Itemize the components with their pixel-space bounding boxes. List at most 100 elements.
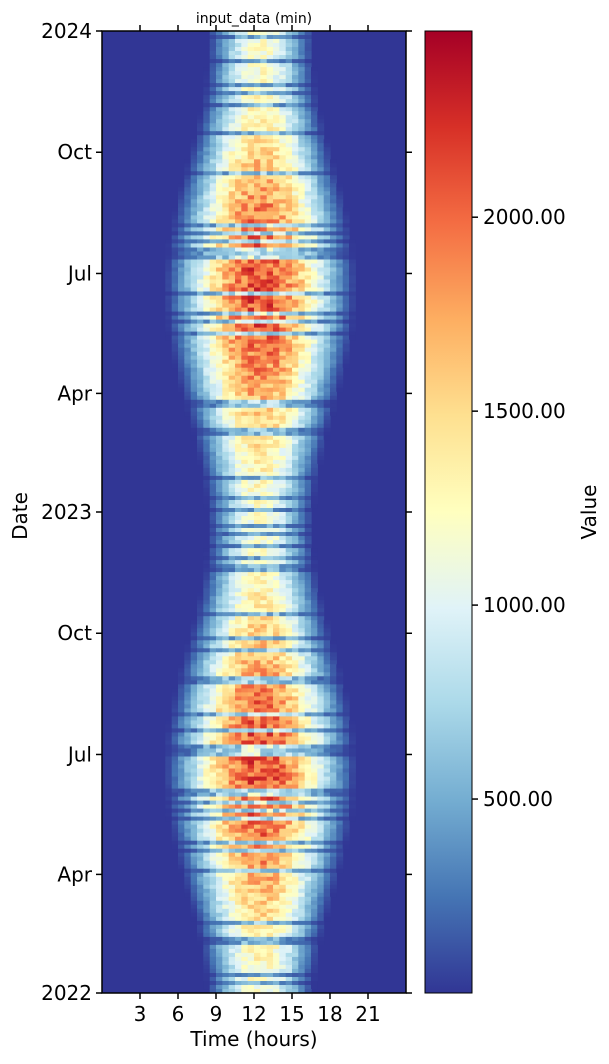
heatmap-cell	[292, 343, 299, 349]
heatmap-cell	[279, 239, 287, 244]
heatmap-cell	[184, 772, 192, 778]
heatmap-cell	[222, 467, 230, 473]
heatmap-cell	[209, 239, 217, 244]
heatmap-cell	[330, 668, 337, 673]
heatmap-cell	[298, 43, 306, 48]
heatmap-cell	[222, 752, 230, 758]
heatmap-cell	[241, 540, 249, 545]
heatmap-cell	[184, 808, 192, 814]
heatmap-cell	[304, 195, 312, 200]
heatmap-cell	[222, 540, 230, 545]
heatmap-cell	[203, 680, 211, 685]
heatmap-cell	[228, 215, 236, 220]
heatmap-cell	[197, 443, 204, 449]
heatmap-cell	[273, 239, 280, 244]
heatmap-cell	[349, 772, 356, 778]
heatmap-cell	[304, 804, 312, 810]
heatmap-cell	[311, 684, 318, 689]
heatmap-cell	[285, 31, 293, 36]
heatmap-cell	[317, 383, 325, 389]
heatmap-cell	[209, 500, 217, 505]
heatmap-cell	[228, 463, 236, 469]
heatmap-cell	[304, 640, 312, 645]
heatmap-cell	[292, 820, 299, 826]
heatmap-cell	[197, 207, 204, 212]
heatmap-cell	[216, 576, 223, 581]
heatmap-cell	[203, 556, 211, 561]
heatmap-cell	[279, 556, 287, 561]
heatmap-cell	[241, 283, 249, 289]
heatmap-cell	[266, 772, 274, 778]
heatmap-cell	[279, 816, 287, 822]
heatmap-cell	[228, 379, 236, 385]
heatmap-cell	[190, 768, 198, 774]
heatmap-cell	[285, 415, 293, 421]
heatmap-cell	[292, 43, 299, 48]
heatmap-cell	[330, 676, 337, 681]
heatmap-cell	[235, 35, 242, 40]
heatmap-cell	[235, 788, 242, 794]
heatmap-cell	[209, 47, 217, 52]
heatmap-cell	[266, 660, 274, 665]
heatmap-cell	[323, 143, 331, 148]
heatmap-cell	[216, 856, 223, 862]
heatmap-cell	[228, 131, 236, 136]
heatmap-cell	[266, 83, 274, 88]
heatmap-cell	[203, 427, 211, 433]
heatmap-cell	[342, 840, 350, 846]
heatmap-cell	[222, 544, 230, 549]
heatmap-cell	[298, 391, 306, 397]
heatmap-cell	[222, 255, 230, 261]
heatmap-cell	[266, 540, 274, 545]
heatmap-cell	[241, 103, 249, 108]
heatmap-cell	[235, 796, 242, 802]
heatmap-cell	[228, 772, 236, 778]
heatmap-cell	[171, 267, 179, 273]
heatmap-cell	[304, 820, 312, 826]
heatmap-cell	[285, 127, 293, 132]
heatmap-cell	[190, 207, 198, 212]
heatmap-cell	[241, 335, 249, 341]
heatmap-cell	[203, 123, 211, 128]
heatmap-cell	[203, 712, 211, 717]
heatmap-cell	[330, 832, 337, 838]
heatmap-cell	[190, 772, 198, 778]
heatmap-cell	[235, 800, 242, 806]
heatmap-cell	[330, 736, 337, 742]
heatmap-cell	[260, 43, 268, 48]
heatmap-cell	[254, 764, 261, 770]
heatmap-cell	[330, 656, 337, 661]
heatmap-cell	[197, 163, 204, 168]
heatmap-cell	[197, 772, 204, 778]
heatmap-cell	[317, 359, 325, 365]
heatmap-cell	[184, 804, 192, 810]
heatmap-cell	[235, 363, 242, 369]
heatmap-cell	[266, 756, 274, 762]
heatmap-cell	[165, 283, 173, 289]
heatmap-cell	[304, 644, 312, 649]
heatmap-cell	[254, 492, 261, 497]
heatmap-cell	[216, 339, 223, 345]
heatmap-cell	[311, 852, 318, 858]
heatmap-cell	[241, 99, 249, 104]
heatmap-cell	[203, 764, 211, 770]
heatmap-cell	[216, 656, 223, 661]
heatmap-cell	[254, 335, 261, 341]
heatmap-cell	[184, 708, 192, 713]
heatmap-cell	[292, 71, 299, 76]
heatmap-cell	[279, 455, 287, 461]
heatmap-cell	[222, 668, 230, 673]
heatmap-cell	[279, 479, 287, 485]
heatmap-cell	[311, 604, 318, 609]
heatmap-cell	[330, 235, 337, 240]
heatmap-cell	[298, 295, 306, 301]
heatmap-cell	[330, 287, 337, 293]
heatmap-cell	[190, 832, 198, 838]
heatmap-cell	[235, 51, 242, 56]
heatmap-cell	[222, 147, 230, 152]
heatmap-cell	[216, 692, 223, 697]
heatmap-cell	[279, 219, 287, 224]
heatmap-cell	[298, 512, 306, 517]
heatmap-cell	[317, 407, 325, 413]
heatmap-cell	[228, 359, 236, 365]
